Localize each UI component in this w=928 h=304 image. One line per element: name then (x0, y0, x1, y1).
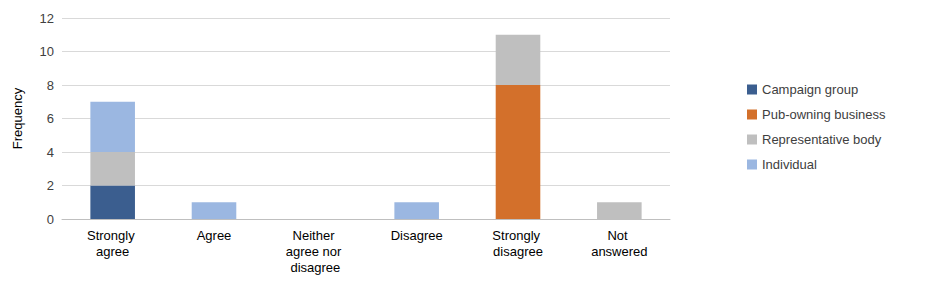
svg-text:0: 0 (47, 212, 54, 227)
svg-text:Neither: Neither (293, 228, 339, 243)
svg-text:Strongly: Strongly (87, 228, 138, 243)
svg-text:10: 10 (40, 44, 54, 59)
svg-text:8: 8 (47, 78, 54, 93)
svg-text:Disagree: Disagree (391, 228, 443, 243)
svg-text:disagree: disagree (493, 244, 543, 259)
svg-text:disagree: disagree (290, 260, 340, 275)
svg-text:answered: answered (591, 244, 647, 259)
svg-text:4: 4 (47, 145, 54, 160)
svg-text:Strongly: Strongly (492, 228, 543, 243)
svg-text:Campaign group: Campaign group (762, 82, 858, 97)
svg-text:Frequency: Frequency (10, 87, 25, 149)
svg-text:6: 6 (47, 111, 54, 126)
svg-text:Individual: Individual (762, 157, 817, 172)
svg-text:12: 12 (40, 11, 54, 26)
svg-text:2: 2 (47, 178, 54, 193)
svg-text:Agree: Agree (197, 228, 232, 243)
svg-text:Not: Not (607, 228, 631, 243)
svg-text:Representative body: Representative body (762, 132, 882, 147)
svg-text:agree nor: agree nor (286, 244, 345, 259)
svg-text:Pub-owning business: Pub-owning business (762, 107, 886, 122)
svg-text:agree: agree (96, 244, 129, 259)
